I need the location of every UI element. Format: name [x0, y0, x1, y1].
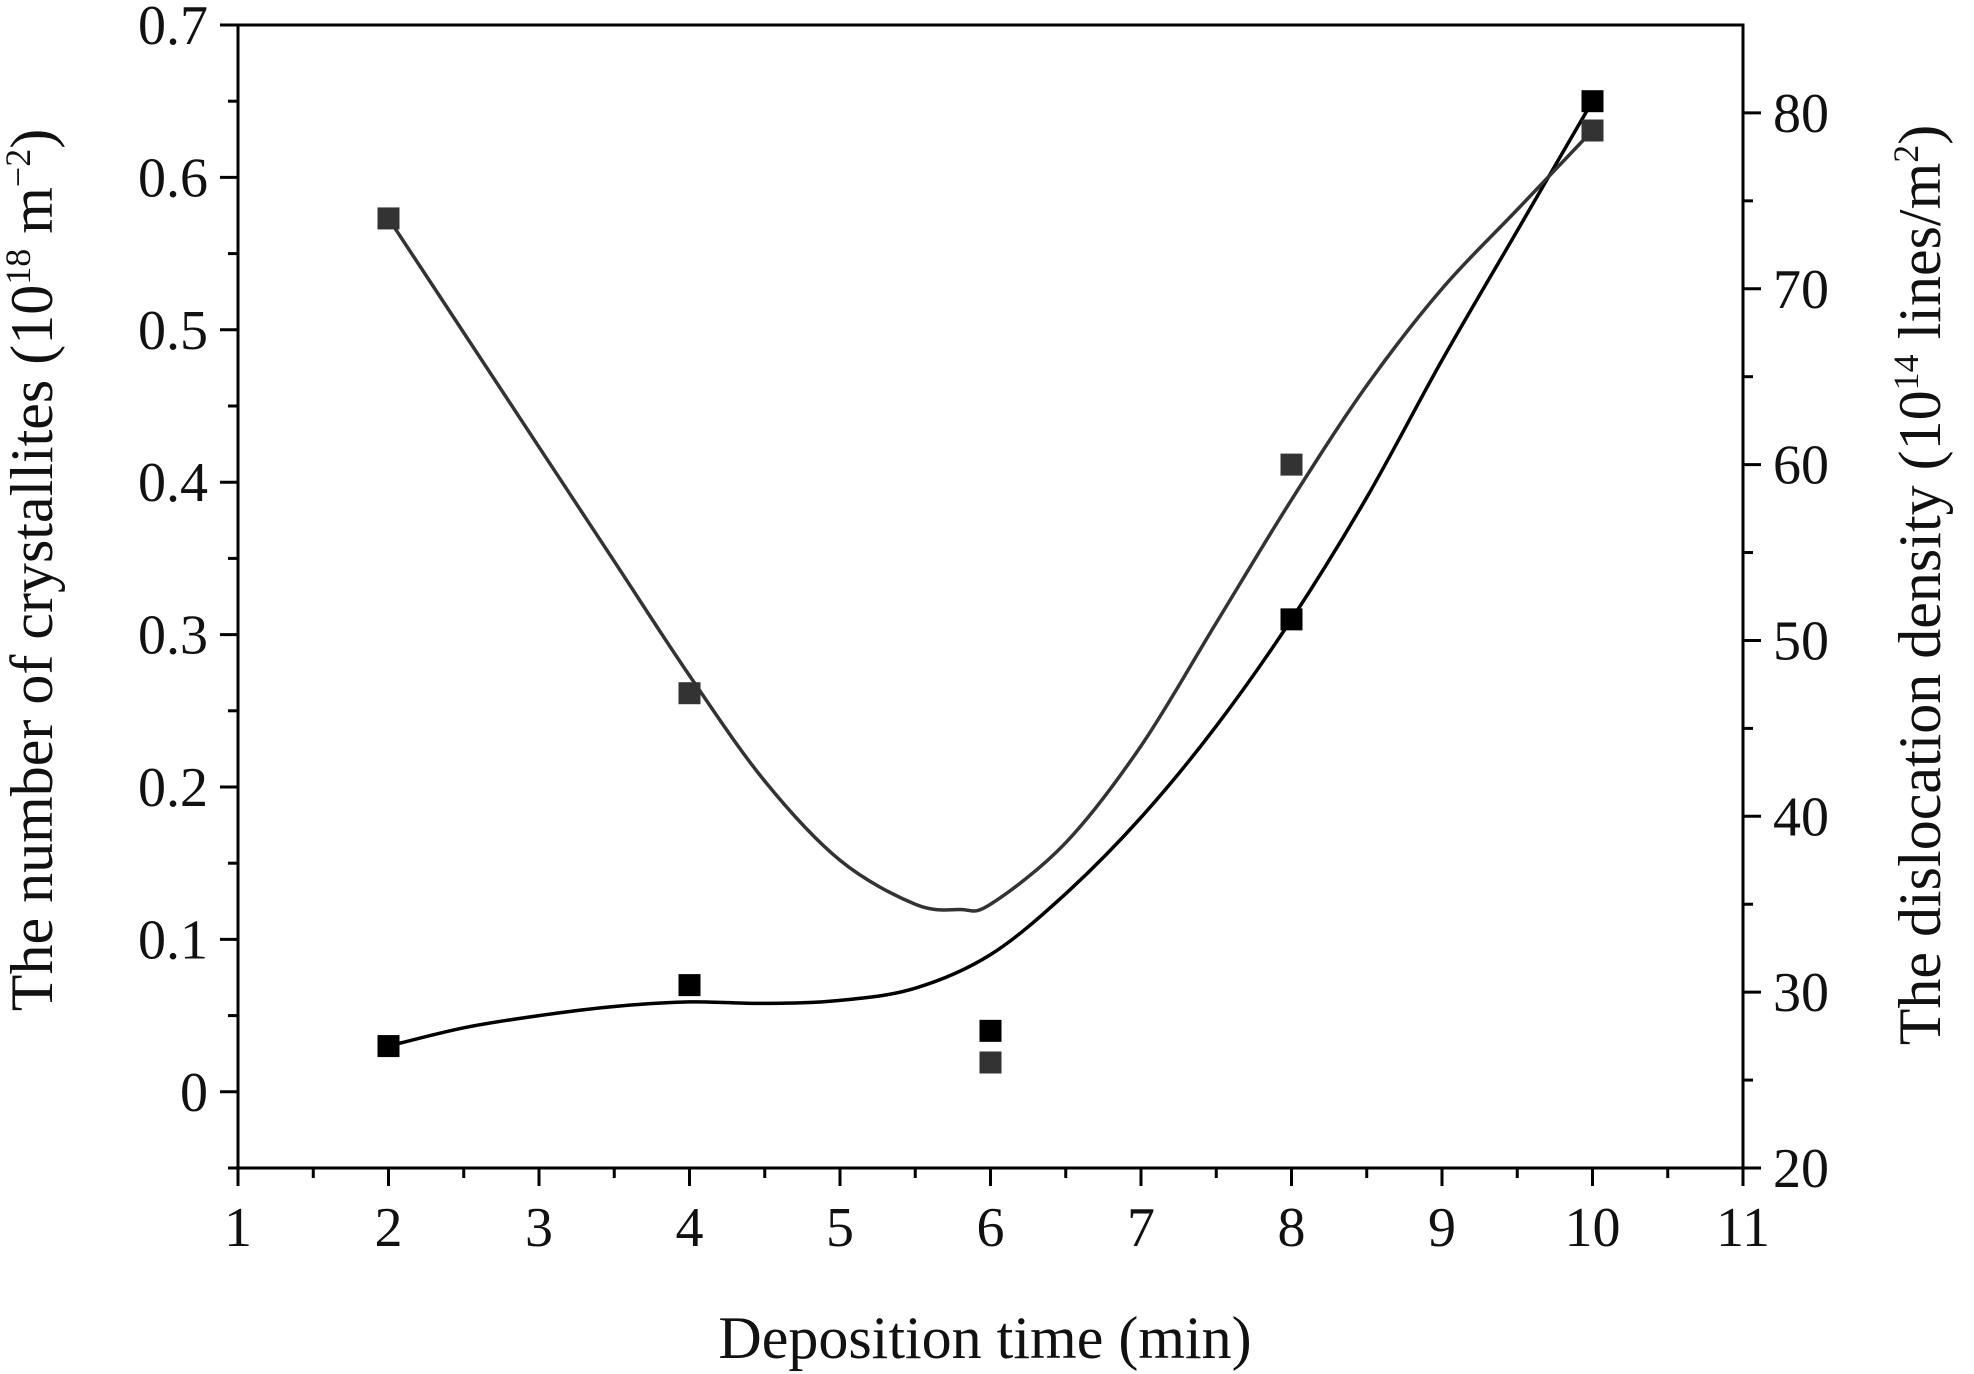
y-tick-label: 0.5 — [138, 300, 208, 362]
y2-tick-label: 80 — [1773, 83, 1829, 145]
marker-left — [979, 1019, 1002, 1042]
data-markers — [377, 90, 1604, 1074]
marker-left — [1581, 90, 1604, 113]
marker-left — [377, 1035, 400, 1058]
y-tick-label: 0.7 — [138, 0, 208, 57]
axis-ticks — [220, 23, 1761, 1186]
marker-right — [377, 207, 400, 230]
y-axis-title-sup: 18 — [0, 249, 38, 285]
x-axis-title: Deposition time (min) — [718, 1305, 1251, 1371]
fit-curves — [386, 99, 1595, 1048]
y-axis-title: The number of crystallites (1018 m−2) — [0, 129, 65, 1011]
y2-axis-title-sup2: 2 — [1886, 145, 1926, 163]
marker-left — [1280, 608, 1303, 631]
y-tick-label: 0.1 — [138, 909, 208, 971]
fit-curve-left — [386, 99, 1595, 1048]
y2-tick-label: 50 — [1773, 610, 1829, 672]
marker-right — [979, 1051, 1002, 1074]
y2-tick-label: 40 — [1773, 786, 1829, 848]
x-tick-label: 7 — [1127, 1197, 1155, 1259]
marker-right — [678, 682, 701, 705]
y2-axis-title-main: The dislocation density (10 — [1887, 390, 1953, 1045]
x-tick-label: 2 — [375, 1197, 403, 1259]
x-tick-label: 4 — [676, 1197, 704, 1259]
x-tick-label: 9 — [1428, 1197, 1456, 1259]
y2-axis-title: The dislocation density (1014 lines/m2) — [1886, 125, 1953, 1046]
x-tick-label: 10 — [1565, 1197, 1621, 1259]
x-tick-label: 6 — [977, 1197, 1005, 1259]
y2-tick-label: 20 — [1773, 1138, 1829, 1200]
y2-axis-title-end: ) — [1887, 125, 1953, 145]
marker-right — [1280, 453, 1303, 476]
y-tick-label: 0.2 — [138, 757, 208, 819]
plot-frame — [236, 23, 1745, 1170]
tick-labels: 1 2 3 4 5 6 7 8 9 10 11 0 0.1 0.2 0.3 0.4 0.5 0.6 0.7 20 30 4… — [138, 0, 1829, 1259]
x-tick-label: 1 — [224, 1197, 252, 1259]
x-tick-label: 3 — [525, 1197, 553, 1259]
y2-tick-label: 70 — [1773, 259, 1829, 321]
y-axis-title-mid: m — [0, 187, 65, 249]
y-axis-title-main: The number of crystallites (10 — [0, 285, 65, 1011]
marker-right — [1581, 119, 1604, 142]
y-axis-title-sup2: −2 — [0, 149, 38, 187]
y-axis-title-end: ) — [0, 129, 65, 149]
y-tick-label: 0.3 — [138, 605, 208, 667]
y2-axis-title-sup: 14 — [1886, 354, 1926, 390]
x-tick-label: 11 — [1716, 1197, 1770, 1259]
fit-curve-right — [386, 128, 1595, 913]
y2-tick-label: 60 — [1773, 435, 1829, 497]
marker-left — [678, 974, 701, 997]
plot-border — [236, 23, 1745, 1170]
y2-axis-title-mid: lines/m — [1887, 163, 1953, 355]
x-tick-label: 5 — [826, 1197, 854, 1259]
x-tick-label: 8 — [1278, 1197, 1306, 1259]
y-tick-label: 0.4 — [138, 452, 208, 514]
y-tick-label: 0 — [180, 1062, 208, 1124]
y2-tick-label: 30 — [1773, 962, 1829, 1024]
y-tick-label: 0.6 — [138, 147, 208, 209]
